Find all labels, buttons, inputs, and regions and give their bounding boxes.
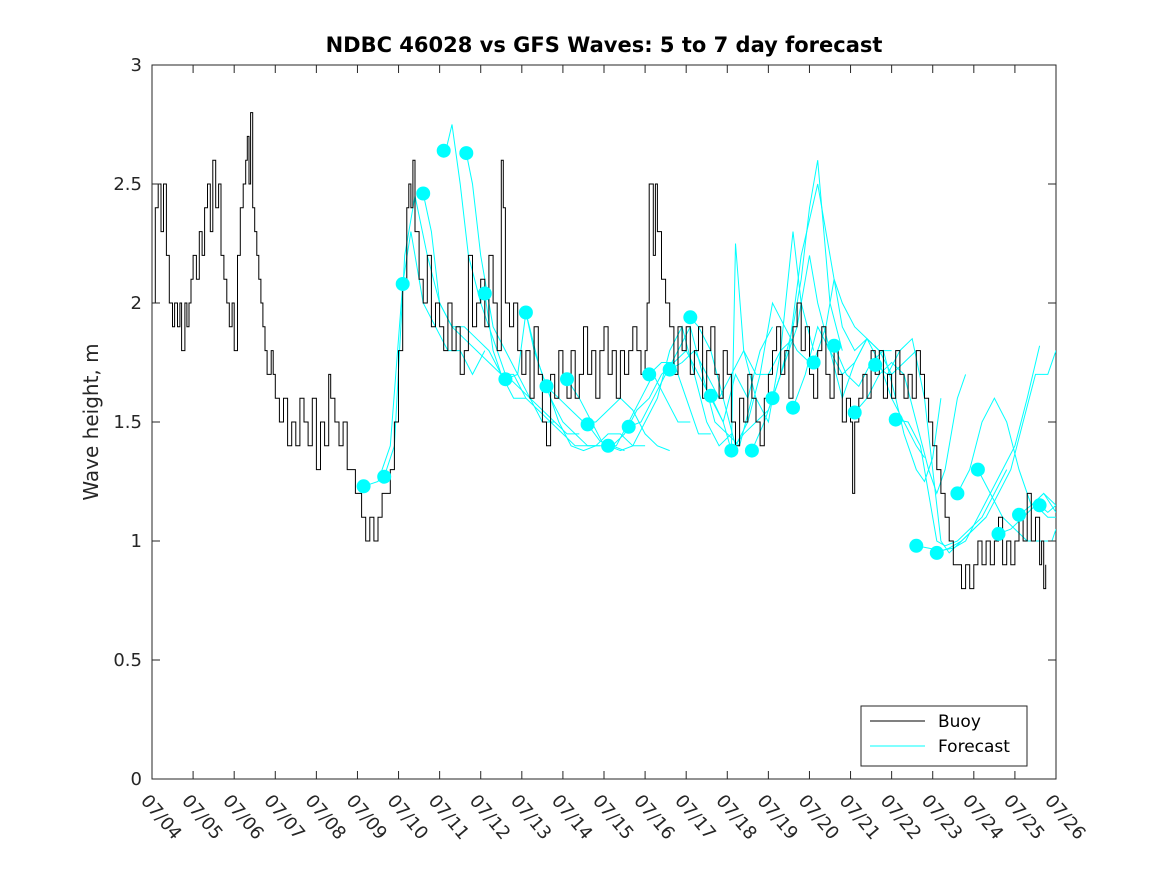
forecast-marker-6 xyxy=(459,146,474,161)
forecast-line-3 xyxy=(422,193,526,399)
forecast-marker-23 xyxy=(806,355,821,370)
forecast-marker-30 xyxy=(950,486,965,501)
forecast-marker-18 xyxy=(703,388,718,403)
chart-title: NDBC 46028 vs GFS Waves: 5 to 7 day fore… xyxy=(326,33,883,57)
forecast-marker-31 xyxy=(970,462,985,477)
forecast-marker-15 xyxy=(642,367,657,382)
forecast-marker-16 xyxy=(662,362,677,377)
forecast-line-28 xyxy=(936,350,1056,554)
forecast-marker-11 xyxy=(560,372,574,387)
y-tick-label: 1 xyxy=(131,531,142,552)
forecast-marker-34 xyxy=(1032,498,1047,513)
y-tick-label: 3 xyxy=(131,55,142,76)
forecast-marker-13 xyxy=(601,438,616,453)
forecast-line-4 xyxy=(445,124,556,423)
forecast-marker-17 xyxy=(683,310,698,325)
forecast-marker-24 xyxy=(827,338,842,353)
plot-area xyxy=(151,64,1057,780)
forecast-marker-32 xyxy=(991,526,1006,541)
y-tick-label: 0.5 xyxy=(113,650,142,671)
y-tick-label: 1.5 xyxy=(113,412,142,433)
forecast-marker-4 xyxy=(416,186,431,201)
forecast-line-24 xyxy=(854,361,967,495)
forecast-marker-12 xyxy=(580,417,595,432)
forecast-marker-27 xyxy=(888,412,903,427)
forecast-line-22 xyxy=(813,279,925,458)
legend-label-buoy: Buoy xyxy=(938,712,981,732)
forecast-marker-1 xyxy=(356,479,371,494)
forecast-marker-2 xyxy=(377,469,392,484)
forecast-marker-20 xyxy=(744,443,759,458)
forecast-marker-28 xyxy=(909,538,924,553)
forecast-line-12 xyxy=(607,325,732,452)
legend-box xyxy=(860,705,1028,767)
y-tick-label: 2.5 xyxy=(113,174,142,195)
forecast-marker-3 xyxy=(395,277,410,291)
forecast-marker-7 xyxy=(477,286,492,301)
forecast-marker-29 xyxy=(929,545,944,560)
forecast-marker-8 xyxy=(498,372,513,387)
forecast-line-9 xyxy=(546,385,670,452)
forecast-line-6 xyxy=(484,293,600,447)
forecast-marker-22 xyxy=(786,400,800,415)
forecast-line-26 xyxy=(895,419,1008,547)
forecast-marker-33 xyxy=(1012,507,1026,522)
forecast-marker-9 xyxy=(518,305,533,320)
forecast-marker-26 xyxy=(868,357,883,372)
forecast-marker-25 xyxy=(847,405,862,420)
forecast-marker-5 xyxy=(436,143,451,158)
forecast-marker-14 xyxy=(621,419,636,434)
legend: Buoy Forecast xyxy=(860,705,1028,767)
y-axis-label: Wave height, m xyxy=(79,343,103,500)
forecast-marker-19 xyxy=(724,443,739,458)
y-tick-label: 0 xyxy=(131,769,142,790)
forecast-marker-21 xyxy=(765,391,780,406)
data-layer xyxy=(152,112,1056,590)
forecast-marker-10 xyxy=(539,379,554,394)
forecast-line-31 xyxy=(998,504,1056,535)
y-tick-label: 2 xyxy=(131,293,142,314)
legend-label-forecast: Forecast xyxy=(938,737,1010,757)
